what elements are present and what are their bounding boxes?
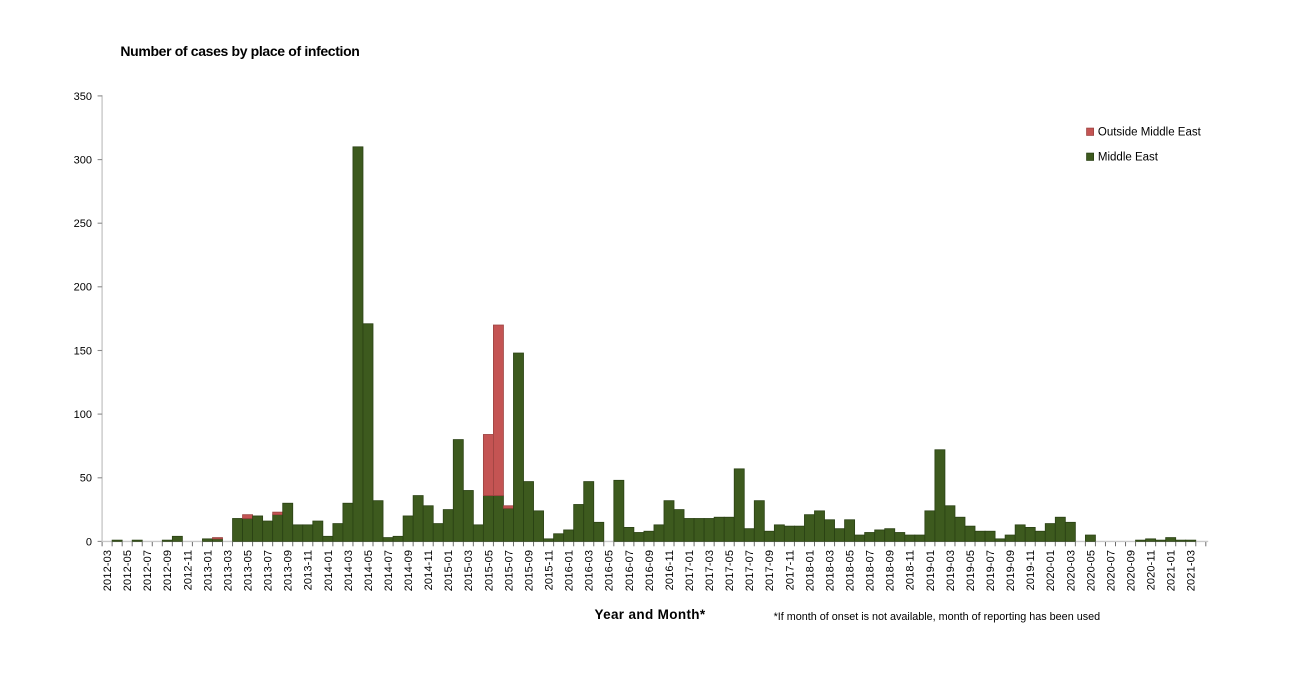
svg-text:2018-03: 2018-03	[824, 550, 836, 591]
svg-text:2016-01: 2016-01	[564, 550, 576, 591]
svg-text:2019-05: 2019-05	[965, 550, 977, 591]
svg-text:2015-05: 2015-05	[483, 550, 495, 591]
svg-text:2018-01: 2018-01	[804, 550, 816, 591]
svg-text:2014-01: 2014-01	[323, 550, 335, 591]
svg-text:2020-05: 2020-05	[1085, 550, 1097, 591]
svg-text:2016-09: 2016-09	[644, 550, 656, 591]
svg-text:2021-03: 2021-03	[1186, 550, 1198, 591]
svg-text:2014-05: 2014-05	[363, 550, 375, 591]
svg-text:2014-11: 2014-11	[423, 550, 435, 591]
svg-text:200: 200	[74, 282, 92, 294]
svg-text:2017-01: 2017-01	[684, 550, 696, 591]
svg-text:2014-07: 2014-07	[383, 550, 395, 591]
svg-text:Year and Month*: Year and Month*	[594, 607, 705, 622]
svg-text:2019-01: 2019-01	[925, 550, 937, 591]
svg-text:*If month of onset is not avai: *If month of onset is not available, mon…	[774, 611, 1101, 623]
svg-text:2016-05: 2016-05	[604, 550, 616, 591]
svg-text:2012-03: 2012-03	[102, 550, 114, 591]
svg-text:2013-11: 2013-11	[303, 550, 315, 591]
svg-text:2018-05: 2018-05	[845, 550, 857, 591]
svg-text:2015-01: 2015-01	[443, 550, 455, 591]
svg-text:2013-05: 2013-05	[242, 550, 254, 591]
svg-text:2020-07: 2020-07	[1105, 550, 1117, 591]
svg-text:2016-07: 2016-07	[624, 550, 636, 591]
svg-text:2013-07: 2013-07	[263, 550, 275, 591]
svg-text:2016-11: 2016-11	[664, 550, 676, 591]
svg-text:2015-11: 2015-11	[544, 550, 556, 591]
svg-text:2013-01: 2013-01	[202, 550, 214, 591]
svg-text:2019-11: 2019-11	[1025, 550, 1037, 591]
svg-text:2012-09: 2012-09	[162, 550, 174, 591]
svg-text:100: 100	[74, 409, 92, 421]
svg-text:2018-11: 2018-11	[905, 550, 917, 591]
svg-text:2019-07: 2019-07	[985, 550, 997, 591]
svg-text:2014-03: 2014-03	[343, 550, 355, 591]
svg-text:2016-03: 2016-03	[584, 550, 596, 591]
svg-text:2013-09: 2013-09	[283, 550, 295, 591]
svg-text:Outside Middle East: Outside Middle East	[1098, 127, 1202, 139]
svg-text:2014-09: 2014-09	[403, 550, 415, 591]
svg-text:2015-09: 2015-09	[523, 550, 535, 591]
svg-text:2015-07: 2015-07	[503, 550, 515, 591]
svg-text:250: 250	[74, 218, 92, 230]
svg-text:Middle East: Middle East	[1098, 152, 1159, 164]
svg-text:2019-09: 2019-09	[1005, 550, 1017, 591]
svg-text:150: 150	[74, 345, 92, 357]
svg-text:2018-07: 2018-07	[865, 550, 877, 591]
svg-text:2017-07: 2017-07	[744, 550, 756, 591]
svg-text:2020-09: 2020-09	[1125, 550, 1137, 591]
svg-text:2017-09: 2017-09	[764, 550, 776, 591]
svg-text:2019-03: 2019-03	[945, 550, 957, 591]
svg-text:2017-03: 2017-03	[704, 550, 716, 591]
svg-text:300: 300	[74, 155, 92, 167]
svg-text:2020-03: 2020-03	[1065, 550, 1077, 591]
svg-text:0: 0	[86, 536, 92, 548]
svg-text:2012-07: 2012-07	[142, 550, 154, 591]
svg-text:2017-05: 2017-05	[724, 550, 736, 591]
svg-text:2018-09: 2018-09	[885, 550, 897, 591]
svg-text:2012-05: 2012-05	[122, 550, 134, 591]
svg-text:2015-03: 2015-03	[463, 550, 475, 591]
svg-text:350: 350	[74, 91, 92, 103]
svg-text:2013-03: 2013-03	[222, 550, 234, 591]
svg-text:2020-01: 2020-01	[1045, 550, 1057, 591]
svg-text:50: 50	[80, 473, 92, 485]
svg-text:Number of cases by place of in: Number of cases by place of infection	[120, 43, 359, 59]
svg-text:2017-11: 2017-11	[784, 550, 796, 591]
svg-text:2012-11: 2012-11	[182, 550, 194, 591]
svg-text:2021-01: 2021-01	[1166, 550, 1178, 591]
svg-text:2020-11: 2020-11	[1146, 550, 1158, 591]
